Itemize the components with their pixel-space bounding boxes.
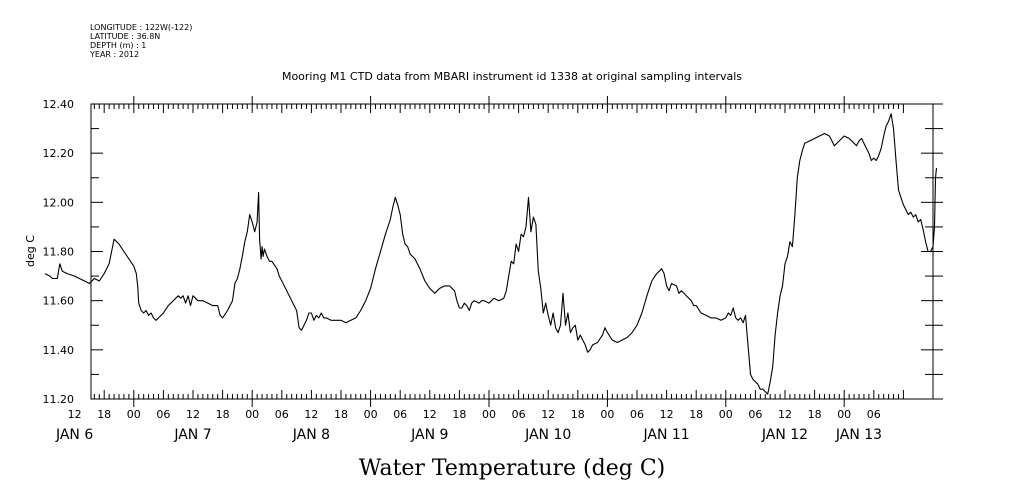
x-tick-label: 12 xyxy=(660,408,674,421)
x-day-label: JAN 8 xyxy=(292,427,330,443)
x-tick-label: 06 xyxy=(275,408,289,421)
x-tick-label: 12 xyxy=(186,408,200,421)
x-tick-label: 00 xyxy=(245,408,259,421)
metadata-line: DEPTH (m) : 1 xyxy=(90,41,146,50)
x-tick-label: 00 xyxy=(719,408,733,421)
x-tick-label: 00 xyxy=(837,408,851,421)
y-tick-label: 12.00 xyxy=(43,196,75,209)
x-tick-label: 18 xyxy=(571,408,585,421)
series-layer xyxy=(44,113,938,395)
metadata-line: LATITUDE : 36.8N xyxy=(90,32,160,41)
x-tick-label: 06 xyxy=(512,408,526,421)
x-axis-label: Water Temperature (deg C) xyxy=(359,456,666,481)
x-tick-label: 06 xyxy=(156,408,170,421)
y-tick-label: 12.20 xyxy=(43,147,75,160)
y-axis-label: deg C xyxy=(24,235,37,267)
x-tick-label: 18 xyxy=(334,408,348,421)
x-tick-label: 00 xyxy=(127,408,141,421)
x-tick-label: 12 xyxy=(423,408,437,421)
metadata-block: LONGITUDE : 122W(-122)LATITUDE : 36.8NDE… xyxy=(89,23,192,59)
y-tick-label: 11.80 xyxy=(43,246,75,259)
x-tick-label: 00 xyxy=(364,408,378,421)
x-day-label: JAN 10 xyxy=(524,427,571,443)
x-tick-label: 18 xyxy=(808,408,822,421)
x-tick-label: 12 xyxy=(68,408,82,421)
x-tick-label: 06 xyxy=(867,408,881,421)
y-tick-label: 11.20 xyxy=(43,393,75,406)
y-tick-label: 11.40 xyxy=(43,344,75,357)
y-tick-label: 12.40 xyxy=(43,98,75,111)
x-tick-label: 18 xyxy=(216,408,230,421)
metadata-line: YEAR : 2012 xyxy=(89,50,139,59)
x-tick-label: 06 xyxy=(748,408,762,421)
x-day-label: JAN 13 xyxy=(835,427,882,443)
plot-frame xyxy=(90,103,934,400)
x-tick-label: 18 xyxy=(452,408,466,421)
y-tick-label: 11.60 xyxy=(43,295,75,308)
x-day-label: JAN 9 xyxy=(410,427,448,443)
metadata-line: LONGITUDE : 122W(-122) xyxy=(90,23,192,32)
x-tick-label: 12 xyxy=(778,408,792,421)
x-tick-label: 06 xyxy=(393,408,407,421)
x-tick-label: 12 xyxy=(541,408,555,421)
x-day-label: JAN 11 xyxy=(642,427,689,443)
chart-title: Mooring M1 CTD data from MBARI instrumen… xyxy=(282,70,742,83)
x-tick-label: 12 xyxy=(304,408,318,421)
x-tick-label: 18 xyxy=(97,408,111,421)
x-day-label: JAN 6 xyxy=(55,427,93,443)
y-axis: 11.20 11.40 11.60 11.80 12.00 12.20 12.40 xyxy=(43,98,943,406)
x-day-label: JAN 12 xyxy=(761,427,808,443)
x-tick-label: 06 xyxy=(630,408,644,421)
series-line xyxy=(44,113,938,395)
x-axis: 12 18 00 06 12 18 00 06 12 18 00 06 12 18 00 06 12 18 00 06… xyxy=(55,96,904,443)
x-tick-label: 00 xyxy=(600,408,614,421)
x-tick-label: 00 xyxy=(482,408,496,421)
x-day-label: JAN 7 xyxy=(173,427,211,443)
x-tick-label: 18 xyxy=(689,408,703,421)
